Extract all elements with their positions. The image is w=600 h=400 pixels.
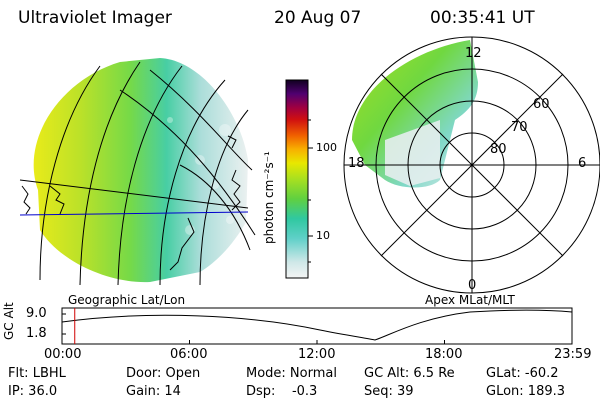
image-time: 00:35:41 UT xyxy=(430,8,535,28)
altitude-curve xyxy=(61,309,573,341)
altitude-axis-label: GC Alt xyxy=(2,302,16,340)
altitude-xticks xyxy=(61,313,573,344)
gain-info: Gain: 14 xyxy=(126,384,181,399)
colorbar xyxy=(285,79,309,279)
filter-info: Flt: LBHL xyxy=(8,366,66,381)
polar-image xyxy=(352,40,478,188)
mlat-label-60: 60 xyxy=(533,97,550,112)
time-tick-0000: 00:00 xyxy=(44,347,82,362)
mode-info: Mode: Normal xyxy=(246,366,337,381)
altitude-ytick-low: 1.8 xyxy=(26,326,47,341)
dsp-info: Dsp: -0.3 xyxy=(246,384,318,399)
geo-panel-label: Geographic Lat/Lon xyxy=(68,293,186,307)
gc-alt-info: GC Alt: 6.5 Re xyxy=(364,366,455,381)
image-date: 20 Aug 07 xyxy=(274,8,362,28)
mlat-label-70: 70 xyxy=(511,120,528,135)
mlt-label-6: 6 xyxy=(578,156,587,171)
mlat-label-80: 80 xyxy=(490,142,507,157)
colorbar-unit-label: photon cm⁻²s⁻¹ xyxy=(262,151,276,244)
colorbar-tick-100: 100 xyxy=(316,141,337,154)
seq-info: Seq: 39 xyxy=(364,384,414,399)
time-tick-1200: 12:00 xyxy=(298,347,336,362)
altitude-plot-frame xyxy=(61,307,573,345)
geo-graticule xyxy=(19,61,256,286)
time-tick-1800: 18:00 xyxy=(425,347,463,362)
glat-info: GLat: -60.2 xyxy=(486,366,559,381)
altitude-ytick-high: 9.0 xyxy=(26,306,47,321)
mlt-label-0: 0 xyxy=(468,278,477,293)
polar-panel-label: Apex MLat/MLT xyxy=(425,293,515,307)
geo-reference-lines xyxy=(19,211,249,216)
instrument-title: Ultraviolet Imager xyxy=(18,8,172,28)
time-tick-0600: 06:00 xyxy=(170,347,208,362)
ip-info: IP: 36.0 xyxy=(8,384,58,399)
geo-coastlines xyxy=(21,135,241,271)
mlt-label-18: 18 xyxy=(348,156,365,171)
polar-grid xyxy=(343,36,600,294)
mlt-label-12: 12 xyxy=(465,46,482,61)
glon-info: GLon: 189.3 xyxy=(486,384,566,399)
time-tick-2359: 23:59 xyxy=(554,347,592,362)
colorbar-ticks xyxy=(308,119,313,263)
colorbar-tick-10: 10 xyxy=(316,229,330,242)
door-info: Door: Open xyxy=(126,366,201,381)
